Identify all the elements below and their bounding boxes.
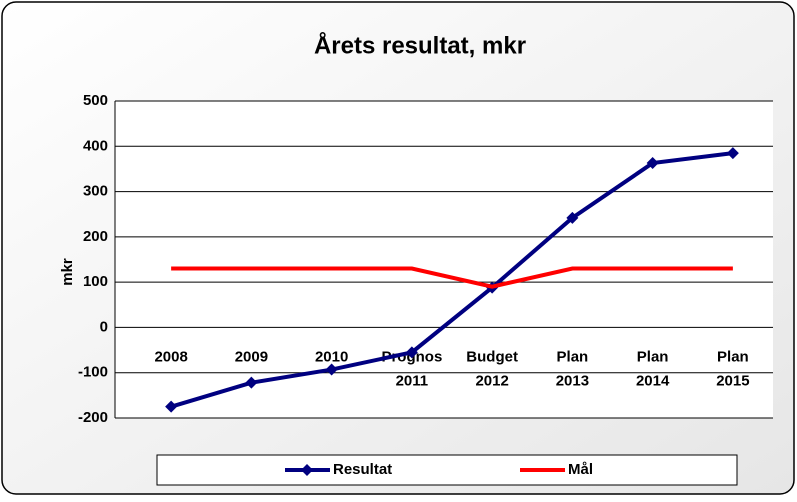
x-tick-label: 2010 bbox=[315, 348, 348, 365]
x-tick-label: Plan 2013 bbox=[556, 348, 589, 389]
series-line bbox=[171, 266, 733, 289]
y-tick-label: 500 bbox=[83, 92, 108, 109]
x-tick-label: Plan 2015 bbox=[716, 348, 749, 389]
plot-area bbox=[115, 101, 773, 418]
point-marker bbox=[726, 147, 739, 160]
point-marker bbox=[165, 400, 178, 413]
y-tick-label: 0 bbox=[100, 318, 108, 335]
y-axis-title: mkr bbox=[59, 258, 76, 286]
y-tick-label: 400 bbox=[83, 137, 108, 154]
y-tick-label: 300 bbox=[83, 183, 108, 200]
legend-label: Resultat bbox=[333, 461, 392, 478]
y-tick-label: -200 bbox=[78, 409, 108, 426]
series-line bbox=[170, 151, 734, 409]
y-tick-label: -100 bbox=[78, 364, 108, 381]
point-marker bbox=[646, 157, 659, 170]
point-marker bbox=[245, 376, 258, 389]
point-marker bbox=[325, 363, 338, 376]
point-marker bbox=[566, 211, 579, 224]
chart-title: Årets resultat, mkr bbox=[314, 31, 526, 59]
x-tick-label: 2008 bbox=[154, 348, 187, 365]
y-tick-label: 200 bbox=[83, 228, 108, 245]
legend bbox=[156, 454, 738, 486]
x-tick-label: Budget 2012 bbox=[466, 348, 518, 389]
point-marker bbox=[405, 346, 418, 359]
x-tick-label: 2009 bbox=[235, 348, 268, 365]
y-tick-label: 100 bbox=[83, 273, 108, 290]
legend-label: Mål bbox=[568, 461, 593, 478]
x-tick-label: Plan 2014 bbox=[636, 348, 670, 389]
legend-marker bbox=[301, 464, 313, 476]
